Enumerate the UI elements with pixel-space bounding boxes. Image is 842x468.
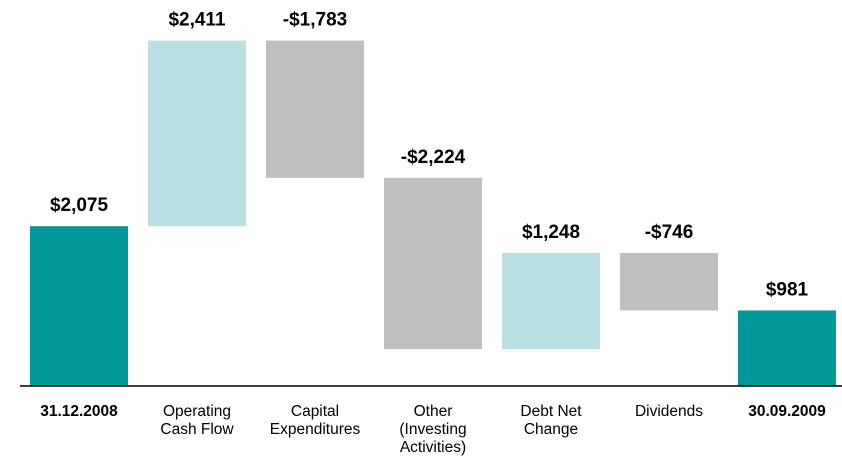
- value-label: -$746: [645, 222, 694, 243]
- x-tick-label: Other (Investing Activities): [399, 403, 466, 456]
- x-tick-label: Dividends: [635, 403, 703, 420]
- x-tick-label: 31.12.2008: [40, 403, 118, 420]
- value-label: $1,248: [522, 222, 580, 243]
- bar: [502, 253, 600, 350]
- x-tick-label: Capital Expenditures: [270, 403, 361, 438]
- value-label: $981: [766, 279, 809, 300]
- bar: [266, 40, 364, 178]
- x-tick-label: Operating Cash Flow: [160, 403, 234, 438]
- bar: [738, 310, 836, 386]
- value-label: $2,411: [168, 10, 225, 31]
- x-tick-label: Debt Net Change: [520, 403, 582, 438]
- bar: [384, 177, 482, 350]
- bar: [620, 253, 718, 311]
- value-label: $2,075: [50, 195, 109, 216]
- bar: [148, 40, 246, 227]
- value-label: -$2,224: [401, 147, 466, 168]
- x-tick-label: 30.09.2009: [748, 403, 826, 420]
- value-label: -$1,783: [283, 10, 347, 31]
- bar: [30, 226, 128, 386]
